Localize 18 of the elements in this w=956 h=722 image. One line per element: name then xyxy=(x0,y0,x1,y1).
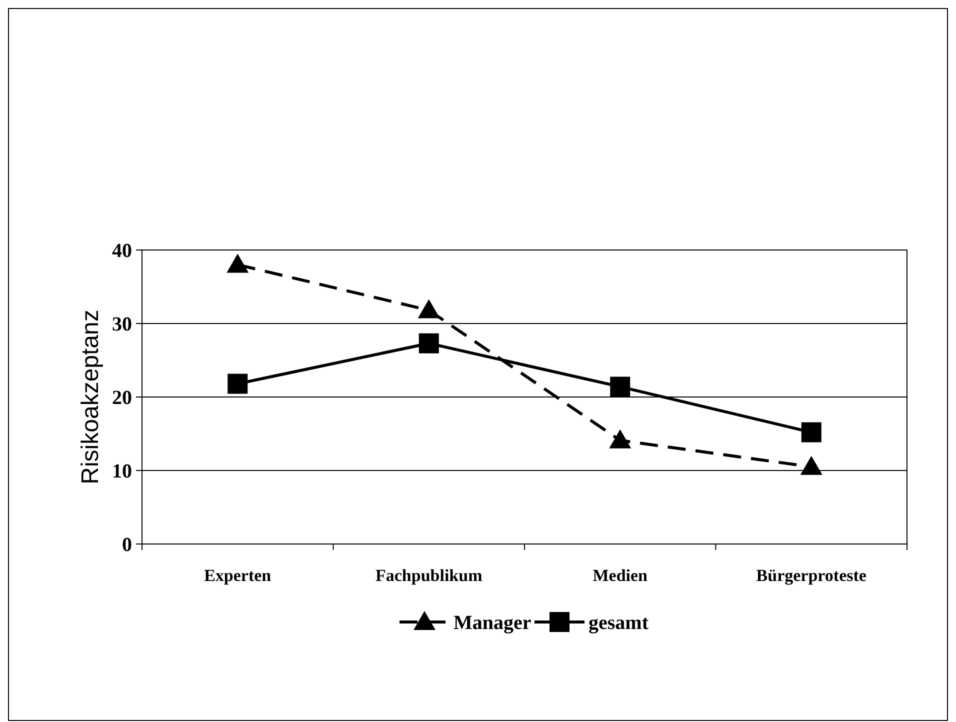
point xyxy=(228,374,248,394)
x-tick-label: Experten xyxy=(204,566,272,585)
y-tick-label: 10 xyxy=(112,460,132,482)
y-tick-label: 20 xyxy=(112,387,132,409)
point xyxy=(610,376,630,397)
x-tick-label: Fachpublikum xyxy=(375,566,482,585)
y-tick-label: 0 xyxy=(122,534,132,556)
y-tick-label: 40 xyxy=(112,240,132,262)
y-axis-title: Risikoakzeptanz xyxy=(77,310,104,484)
legend-label: Manager xyxy=(454,612,532,634)
point xyxy=(418,333,439,354)
point xyxy=(801,422,822,442)
y-tick-label: 30 xyxy=(112,314,132,336)
point xyxy=(226,254,249,273)
x-tick-label: Bürgerproteste xyxy=(756,566,867,585)
legend-label: gesamt xyxy=(588,612,649,634)
point xyxy=(418,299,440,318)
x-tick-label: Medien xyxy=(592,566,648,585)
